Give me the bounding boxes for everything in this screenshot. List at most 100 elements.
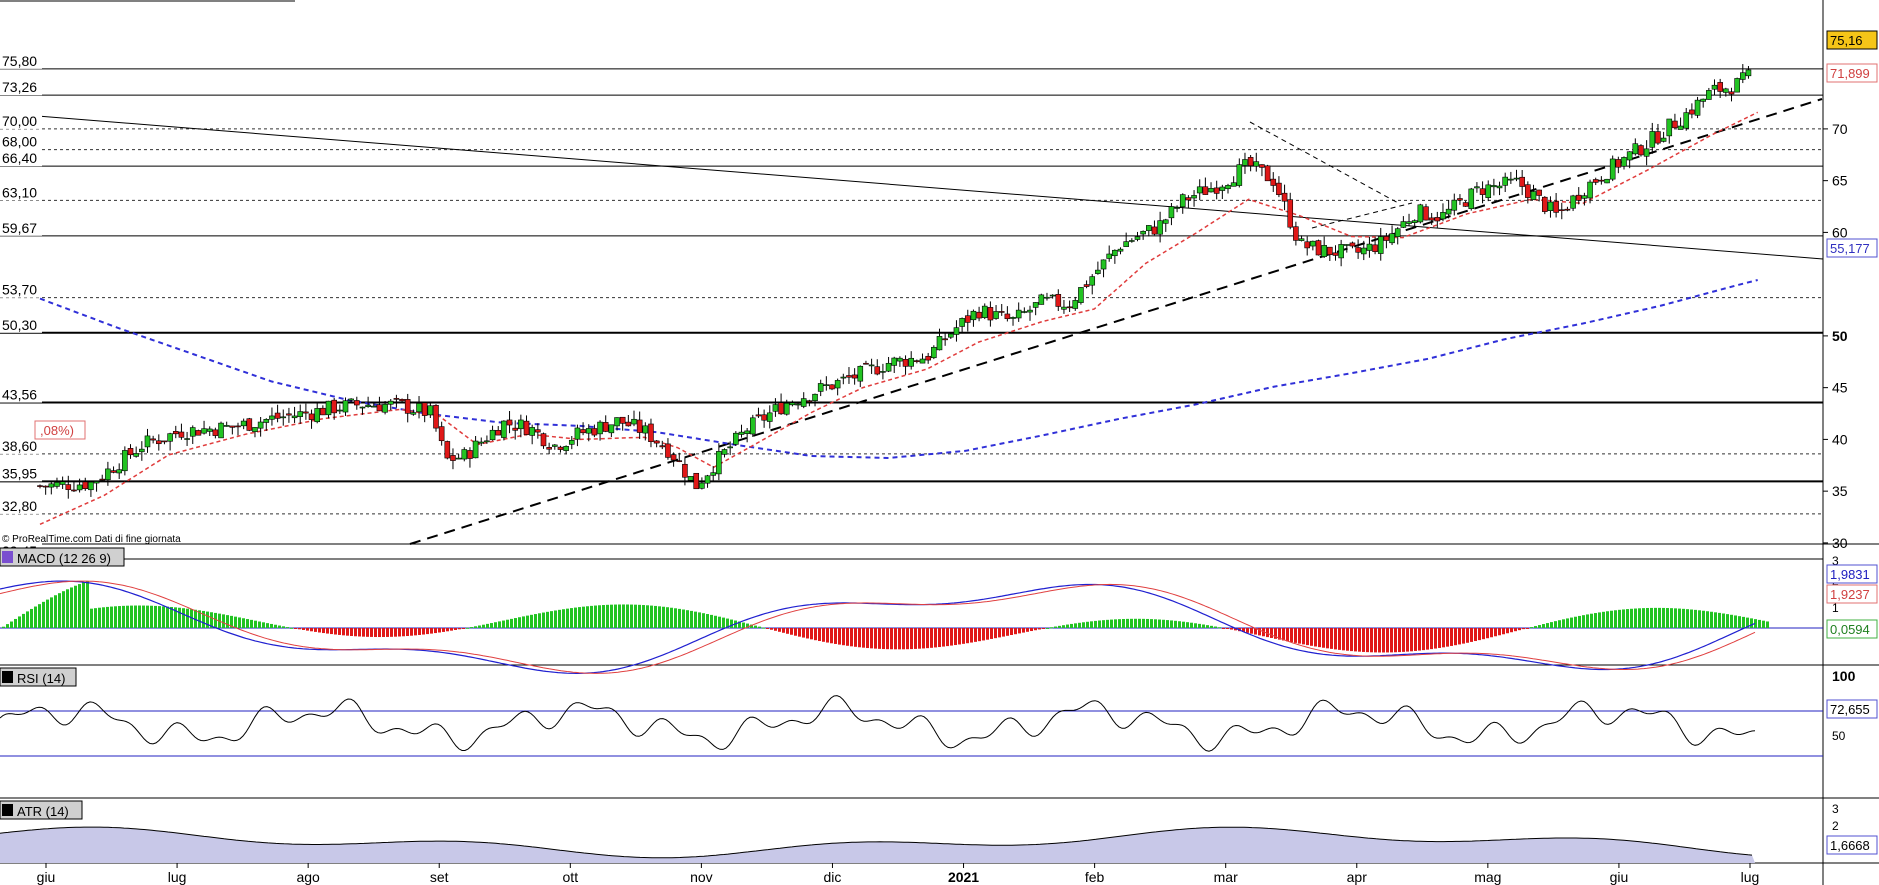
candle-down [37,485,43,487]
candle-up [1015,309,1022,319]
ma-short-tag: 71,899 [1830,66,1870,81]
macd-histogram-bar [1150,619,1153,628]
candle-up [834,380,841,389]
macd-histogram-bar [1698,610,1701,628]
macd-histogram-bar [646,605,649,628]
candle-up [1106,253,1112,259]
macd-histogram-bar [690,610,693,628]
candle-down [619,416,626,424]
macd-histogram-bar [482,624,485,628]
macd-histogram-bar [994,628,997,639]
macd-histogram-bar [1402,628,1405,652]
macd-histogram-bar [594,605,597,628]
macd-histogram-bar [526,615,529,628]
candle-up [716,451,722,475]
macd-histogram-bar [1198,623,1201,628]
candle-up [1321,245,1327,257]
macd-histogram-bar [1246,628,1249,633]
ma-long-tag-box [1826,238,1878,258]
macd-histogram-bar [226,615,229,628]
macd-histogram-bar [342,628,345,636]
macd-histogram-bar [1622,609,1625,628]
candle-down [829,384,835,390]
macd-histogram-bar [1542,624,1545,628]
macd-histogram-bar [494,622,497,628]
candle-up [387,400,394,405]
macd-histogram-bar [1450,628,1453,646]
macd-histogram-bar [266,623,269,628]
candle-up [1146,225,1152,231]
macd-histogram-bar [758,626,761,628]
macd-histogram-bar [1494,628,1497,637]
candle-up [710,472,717,476]
candle-up [206,428,213,432]
candle-up [1117,248,1124,252]
macd-histogram-bar [1162,619,1165,628]
macd-histogram-bar [222,614,225,628]
candle-down [1055,294,1062,307]
macd-histogram-bar [1558,620,1561,628]
macd-histogram-bar [1342,628,1345,651]
macd-histogram-bar [798,628,801,637]
macd-histogram-bar [442,628,445,632]
macd-histogram-bar [618,604,621,628]
y-tick-label: 70 [1832,121,1848,137]
candle-down [1542,196,1548,212]
candle-up [1394,228,1401,238]
candle-down [1213,187,1220,194]
macd-histogram-bar [274,624,277,628]
level-label-bg [0,436,42,454]
macd-histogram-bar [234,616,237,628]
macd-histogram-bar [1218,627,1221,629]
candle-up [1440,212,1446,220]
macd-histogram-bar [834,628,837,644]
macd-histogram-bar [1574,616,1577,628]
candle-up [1683,112,1690,129]
macd-histogram-bar [502,620,505,628]
macd-histogram-bar [1642,608,1645,628]
macd-tick-label: 3 [1832,554,1839,568]
macd-histogram-bar [1050,627,1053,629]
macd-histogram-bar [1170,620,1173,628]
macd-histogram-bar [606,604,609,628]
x-tick-label: giu [37,869,56,885]
macd-histogram-bar [1586,614,1589,628]
macd-histogram-bar [1650,607,1653,628]
macd-histogram-bar [346,628,349,636]
macd-histogram-bar [578,607,581,628]
macd-histogram-bar [662,606,665,628]
macd-histogram-bar [1274,628,1277,639]
candle-down [1327,246,1333,255]
macd-histogram-bar [650,605,653,628]
candle-down [1185,197,1192,201]
macd-histogram-bar [1074,623,1077,628]
macd-histogram-bar [1626,609,1629,628]
macd-histogram-bar [326,628,329,634]
y-tick-label: 45 [1832,380,1848,396]
macd-histogram-bar [882,628,885,650]
macd-histogram-bar [582,606,585,628]
candle-down [274,412,281,419]
candle-up [1451,199,1458,211]
candle-up [88,481,94,491]
macd-histogram-bar [786,628,789,634]
rsi-value-tag: 72,655 [1830,702,1870,717]
macd-histogram-bar [746,623,749,628]
macd-histogram-bar [458,628,461,630]
macd-histogram-bar [1010,628,1013,636]
macd-histogram-bar [298,628,301,630]
candle-up [1123,241,1129,247]
macd-histogram-bar [1546,623,1549,628]
candle-up [897,357,903,362]
macd-histogram-bar [230,615,233,628]
macd-histogram-bar [294,628,297,629]
candle-down [987,307,994,321]
macd-histogram-bar [134,605,137,628]
candle-down [1202,186,1209,195]
macd-histogram-bar [1314,628,1317,647]
candle-up [1547,201,1554,211]
last-price-tag-box [1826,30,1878,50]
macd-histogram-bar [514,618,517,628]
candle-down [1383,236,1390,241]
macd-histogram-bar [14,618,17,628]
